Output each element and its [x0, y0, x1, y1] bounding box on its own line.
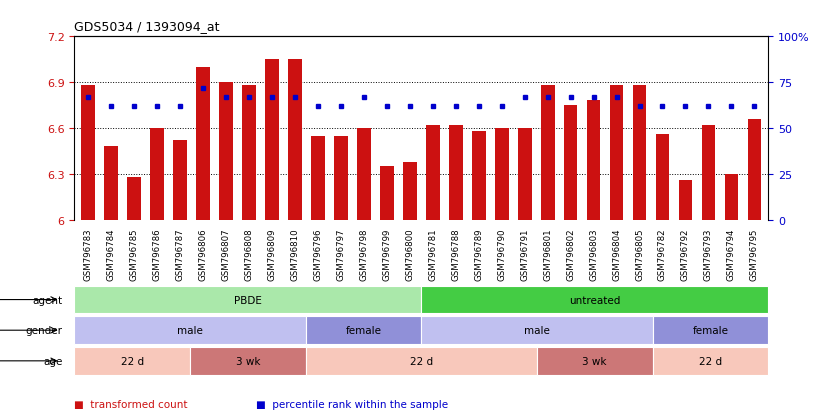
Bar: [653, 347, 768, 375]
Text: PBDE: PBDE: [234, 295, 262, 305]
Bar: [150, 129, 164, 220]
Bar: [421, 286, 768, 313]
Text: untreated: untreated: [569, 295, 620, 305]
Bar: [104, 147, 118, 220]
Bar: [426, 126, 439, 220]
Bar: [653, 317, 768, 344]
Text: age: age: [44, 356, 63, 366]
Text: 22 d: 22 d: [410, 356, 433, 366]
Bar: [306, 347, 537, 375]
Bar: [311, 136, 325, 220]
Text: GDS5034 / 1393094_at: GDS5034 / 1393094_at: [74, 20, 220, 33]
Bar: [563, 106, 577, 220]
Bar: [74, 347, 190, 375]
Bar: [449, 126, 463, 220]
Bar: [701, 126, 715, 220]
Text: gender: gender: [26, 325, 63, 335]
Bar: [748, 119, 762, 220]
Bar: [724, 174, 738, 220]
Text: female: female: [345, 325, 382, 335]
Bar: [219, 83, 233, 220]
Bar: [74, 317, 306, 344]
Text: ■  percentile rank within the sample: ■ percentile rank within the sample: [256, 399, 449, 409]
Bar: [518, 129, 532, 220]
Bar: [334, 136, 348, 220]
Text: agent: agent: [33, 295, 63, 305]
Bar: [81, 86, 95, 220]
Bar: [196, 68, 210, 220]
Bar: [633, 86, 647, 220]
Bar: [421, 317, 653, 344]
Bar: [190, 347, 306, 375]
Text: ■  transformed count: ■ transformed count: [74, 399, 188, 409]
Bar: [173, 141, 187, 220]
Bar: [537, 347, 653, 375]
Bar: [74, 286, 421, 313]
Bar: [586, 101, 601, 220]
Bar: [472, 132, 486, 220]
Bar: [541, 86, 554, 220]
Text: female: female: [692, 325, 729, 335]
Bar: [679, 180, 692, 220]
Text: male: male: [524, 325, 550, 335]
Bar: [495, 129, 509, 220]
Bar: [656, 135, 669, 220]
Text: male: male: [177, 325, 203, 335]
Bar: [357, 129, 371, 220]
Bar: [127, 178, 141, 220]
Bar: [242, 86, 256, 220]
Bar: [380, 167, 394, 220]
Bar: [265, 60, 279, 220]
Text: 3 wk: 3 wk: [582, 356, 607, 366]
Bar: [306, 317, 421, 344]
Text: 22 d: 22 d: [121, 356, 144, 366]
Bar: [403, 162, 416, 220]
Text: 3 wk: 3 wk: [235, 356, 260, 366]
Text: 22 d: 22 d: [699, 356, 722, 366]
Bar: [288, 60, 301, 220]
Bar: [610, 86, 624, 220]
